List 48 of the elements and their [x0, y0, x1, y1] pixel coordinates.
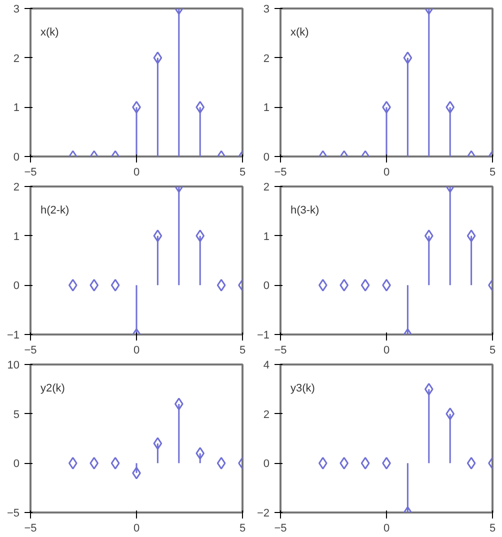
x-tick-label: 0: [133, 344, 140, 356]
y-tick-label: 1: [13, 230, 20, 243]
y-tick-label: 3: [13, 4, 20, 16]
y-tick-label: 0: [263, 458, 270, 470]
x-tick-label: 0: [133, 166, 140, 178]
x-tick-label: 0: [133, 522, 140, 534]
text: x(k): [40, 26, 59, 38]
text: y3(k): [290, 382, 315, 394]
y-tick-label: 0: [13, 458, 20, 470]
y-tick-label: 0: [263, 280, 270, 292]
y-tick-label: 2: [263, 52, 270, 65]
y-tick-label: −2: [256, 508, 270, 520]
y-tick-label: 3: [263, 4, 270, 16]
x-tick-label: −5: [274, 166, 287, 178]
y-tick-label: 0: [13, 152, 20, 164]
y-tick-label: 1: [13, 102, 20, 114]
x-tick-label: −5: [274, 344, 287, 356]
y-tick-label: 2: [263, 182, 270, 194]
y-tick-label: 2: [13, 52, 20, 65]
x-tick-label: −5: [24, 344, 37, 356]
text: h(2-k): [40, 204, 70, 216]
x-tick-label: 0: [383, 522, 390, 534]
x-tick-label: 0: [383, 344, 390, 356]
x-tick-label: 5: [489, 344, 496, 356]
y-tick-label: 0: [13, 280, 20, 292]
text: h(3-k): [290, 204, 320, 216]
x-tick-label: −5: [274, 522, 287, 534]
text: x(k): [290, 26, 309, 38]
y-tick-label: 5: [13, 408, 20, 421]
x-tick-label: 5: [239, 166, 246, 178]
x-tick-label: 5: [239, 344, 246, 356]
x-tick-label: −5: [24, 522, 37, 534]
x-tick-label: −5: [24, 166, 37, 178]
y-tick-label: 0: [263, 152, 270, 164]
y-tick-label: 2: [13, 182, 20, 194]
y-tick-label: 1: [263, 102, 270, 114]
y-tick-label: 10: [7, 360, 20, 372]
x-tick-label: 5: [239, 522, 246, 534]
y-tick-label: 1: [263, 230, 270, 243]
y-tick-label: 4: [263, 360, 270, 372]
y-tick-label: 2: [263, 408, 270, 421]
y-tick-label: −1: [6, 330, 20, 342]
x-tick-label: 5: [489, 166, 496, 178]
y-tick-label: −1: [256, 330, 270, 342]
x-tick-label: 0: [383, 166, 390, 178]
x-tick-label: 5: [489, 522, 496, 534]
text: y2(k): [40, 382, 65, 394]
y-tick-label: −5: [6, 508, 20, 520]
